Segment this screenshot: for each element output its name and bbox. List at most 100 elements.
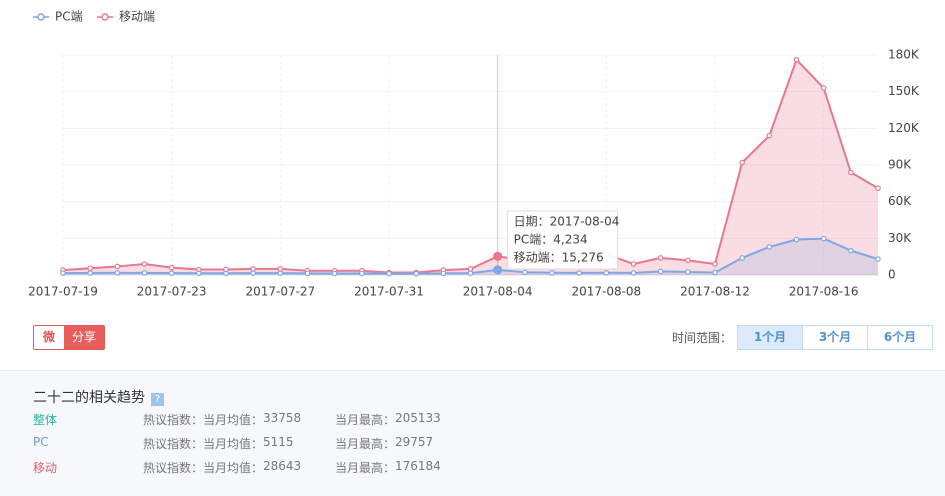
share-text: 分享 bbox=[64, 326, 104, 349]
data-point bbox=[359, 270, 365, 277]
data-point bbox=[766, 244, 773, 250]
data-point bbox=[440, 270, 447, 277]
data-point bbox=[87, 265, 93, 272]
data-point bbox=[793, 236, 800, 243]
data-point bbox=[522, 269, 528, 276]
data-point bbox=[848, 169, 854, 176]
y-tick-label: 150K bbox=[888, 84, 920, 98]
data-point bbox=[304, 270, 311, 277]
trend-panel: 二十二的相关趋势? 整体 热议指数：当月均值： 33758 当月最高： 205133 PC… bbox=[0, 370, 945, 496]
x-tick-label: 2017-07-23 bbox=[137, 285, 207, 299]
x-tick-label: 2017-07-19 bbox=[28, 285, 98, 299]
max-label: 当月最高： bbox=[335, 461, 396, 475]
data-point bbox=[141, 270, 148, 276]
data-point bbox=[603, 269, 610, 276]
data-point bbox=[493, 251, 503, 261]
data-point bbox=[739, 255, 745, 261]
avg-value: 28643 bbox=[263, 459, 302, 473]
tooltip-box bbox=[507, 210, 619, 270]
row-name: 移动 bbox=[33, 461, 58, 475]
data-point bbox=[630, 270, 637, 276]
data-point bbox=[196, 270, 202, 277]
y-tick-label: 180K bbox=[888, 48, 920, 62]
avg-value: 33758 bbox=[263, 411, 302, 425]
series-area bbox=[63, 59, 878, 275]
legend-dot bbox=[101, 13, 109, 21]
data-point bbox=[386, 270, 392, 277]
data-point bbox=[60, 270, 66, 276]
max-value: 29757 bbox=[395, 435, 434, 449]
y-tick-label: 60K bbox=[888, 194, 912, 208]
tooltip-line: PC端：4,234 bbox=[514, 233, 588, 247]
data-point bbox=[848, 247, 854, 254]
y-tick-label: 120K bbox=[888, 121, 920, 135]
data-point bbox=[331, 270, 338, 277]
x-tick-label: 2017-08-08 bbox=[571, 285, 641, 299]
range-option[interactable]: 3个月 bbox=[802, 325, 869, 350]
data-point bbox=[576, 270, 582, 276]
data-point bbox=[685, 257, 691, 264]
data-point bbox=[739, 159, 745, 166]
data-point bbox=[875, 256, 881, 262]
avg-label: 热议指数：当月均值： bbox=[143, 437, 264, 451]
row-name: 整体 bbox=[33, 413, 58, 427]
data-point bbox=[114, 269, 121, 276]
x-tick-label: 2017-08-12 bbox=[680, 285, 750, 299]
data-point bbox=[766, 132, 773, 139]
chart: PC端 移动端 0 30K 60K 90K 120K 150K 180K 2017-07-19 20… bbox=[28, 10, 920, 299]
trend-title: 二十二的相关趋势? bbox=[33, 387, 164, 407]
data-point bbox=[630, 261, 637, 267]
data-point bbox=[685, 269, 691, 275]
trend-title-text: 二十二的相关趋势 bbox=[33, 390, 145, 406]
y-tick-label: 30K bbox=[888, 231, 912, 245]
data-point bbox=[793, 56, 800, 63]
avg-label: 热议指数：当月均值： bbox=[143, 461, 264, 475]
data-point bbox=[168, 270, 175, 276]
data-point bbox=[87, 270, 93, 276]
tooltip-line: 日期：2017-08-04 bbox=[514, 215, 620, 229]
data-point bbox=[657, 268, 664, 275]
data-point bbox=[712, 269, 718, 276]
tooltip-line: 移动端：15,276 bbox=[514, 251, 604, 265]
range-label: 时间范围： bbox=[672, 331, 733, 345]
tooltip: 日期：2017-08-04 PC端：4,234 移动端：15,276 bbox=[507, 210, 620, 270]
data-point bbox=[168, 264, 175, 271]
x-tick-label: 2017-07-31 bbox=[354, 285, 424, 299]
data-point bbox=[657, 255, 664, 261]
data-point bbox=[875, 185, 881, 192]
data-point bbox=[114, 263, 121, 270]
range-option[interactable]: 1个月 bbox=[737, 325, 804, 350]
y-tick-label: 0 bbox=[888, 268, 896, 282]
max-label: 当月最高： bbox=[335, 437, 396, 451]
x-tick-label: 2017-08-04 bbox=[463, 285, 533, 299]
legend-label: 移动端 bbox=[119, 10, 155, 24]
data-point bbox=[277, 270, 284, 276]
max-value: 176184 bbox=[395, 459, 441, 473]
avg-label: 热议指数：当月均值： bbox=[143, 413, 264, 427]
max-label: 当月最高： bbox=[335, 413, 396, 427]
max-value: 205133 bbox=[395, 411, 441, 425]
data-point bbox=[141, 261, 148, 267]
avg-value: 5115 bbox=[263, 435, 294, 449]
data-point bbox=[493, 265, 503, 275]
data-point bbox=[820, 85, 827, 91]
data-point bbox=[549, 269, 555, 276]
weibo-icon: 微 bbox=[34, 326, 64, 349]
data-point bbox=[413, 270, 419, 277]
range-option[interactable]: 6个月 bbox=[867, 325, 934, 350]
row-name: PC bbox=[33, 435, 49, 449]
legend-label: PC端 bbox=[55, 10, 83, 24]
time-range: 时间范围： 1个月 3个月 6个月 bbox=[672, 325, 934, 350]
data-point bbox=[712, 261, 718, 267]
help-icon[interactable]: ? bbox=[151, 393, 164, 406]
data-point bbox=[467, 270, 474, 276]
legend-dot bbox=[37, 13, 45, 21]
share-button[interactable]: 微分享 bbox=[33, 325, 105, 350]
x-tick-label: 2017-08-16 bbox=[789, 285, 859, 299]
data-point bbox=[820, 235, 827, 242]
data-point bbox=[250, 270, 256, 276]
data-point bbox=[223, 270, 229, 277]
x-tick-label: 2017-07-27 bbox=[245, 285, 315, 299]
y-tick-label: 90K bbox=[888, 158, 912, 172]
